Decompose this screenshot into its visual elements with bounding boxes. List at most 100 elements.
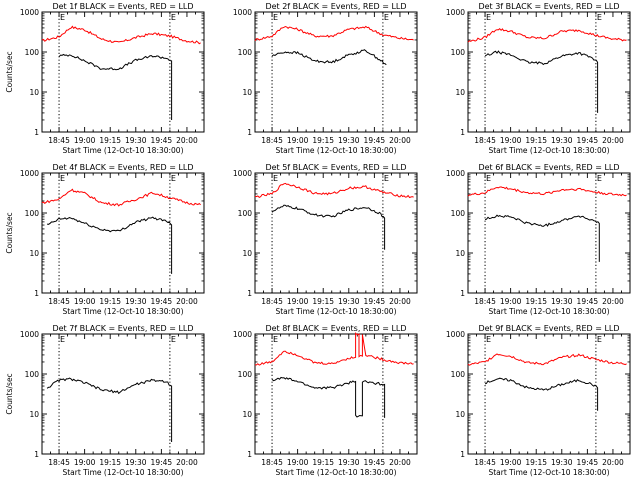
x-tick-label: 19:15 xyxy=(525,136,547,145)
series-events-line xyxy=(271,49,387,66)
chart-title: Det 7f BLACK = Events, RED = LLD xyxy=(52,324,193,333)
event-marker-label: E xyxy=(171,174,176,183)
x-tick-label: 20:00 xyxy=(602,136,624,145)
x-tick-label: 19:00 xyxy=(287,297,309,306)
y-axis-label: Counts/sec xyxy=(5,373,14,414)
event-marker-label: E xyxy=(60,335,65,344)
event-marker-label: E xyxy=(171,13,176,22)
chart-title: Det 4f BLACK = Events, RED = LLD xyxy=(52,163,193,172)
x-tick-label: 18:45 xyxy=(474,458,496,467)
event-marker-label: E xyxy=(384,13,389,22)
plot-frame xyxy=(467,172,631,294)
chart-panel-9: Det 9f BLACK = Events, RED = LLD 1 10 100 10… xyxy=(446,324,631,477)
x-axis-label: Start Time (12-Oct-10 18:30:00) xyxy=(488,146,609,155)
x-tick-label: 19:45 xyxy=(364,136,386,145)
x-tick-label: 19:30 xyxy=(125,297,147,306)
x-axis-label: Start Time (12-Oct-10 18:30:00) xyxy=(62,468,183,477)
y-tick-label: 100 xyxy=(238,48,253,57)
x-tick-label: 19:30 xyxy=(338,297,360,306)
x-tick-label: 19:30 xyxy=(551,297,573,306)
series-lld-line xyxy=(467,28,627,43)
x-tick-label: 18:45 xyxy=(48,458,70,467)
y-tick-label: 1 xyxy=(247,450,252,459)
event-marker-label: E xyxy=(273,174,278,183)
event-marker-label: E xyxy=(273,335,278,344)
chart-panel-8: Det 8f BLACK = Events, RED = LLD 1 10 100 10… xyxy=(233,324,418,477)
x-tick-label: 19:45 xyxy=(151,458,173,467)
x-tick-label: 18:45 xyxy=(48,136,70,145)
x-tick-label: 18:45 xyxy=(48,297,70,306)
x-tick-label: 19:45 xyxy=(577,297,599,306)
y-tick-label: 10 xyxy=(455,410,465,419)
x-tick-label: 19:15 xyxy=(312,297,334,306)
y-tick-label: 1000 xyxy=(233,8,252,17)
y-tick-label: 1000 xyxy=(446,169,465,178)
y-tick-label: 1 xyxy=(247,128,252,137)
series-events-line xyxy=(47,216,173,274)
x-tick-label: 19:15 xyxy=(525,297,547,306)
y-tick-label: 10 xyxy=(455,249,465,258)
y-tick-label: 100 xyxy=(451,370,466,379)
x-tick-label: 19:15 xyxy=(312,136,334,145)
x-axis-label: Start Time (12-Oct-10 18:30:00) xyxy=(62,307,183,316)
x-tick-label: 19:45 xyxy=(577,136,599,145)
chart-panel-5: Det 5f BLACK = Events, RED = LLD 1 10 100 10… xyxy=(233,163,418,316)
y-tick-label: 1000 xyxy=(233,330,252,339)
plot-frame xyxy=(254,172,418,294)
x-tick-label: 18:45 xyxy=(261,136,283,145)
series-lld-line xyxy=(41,188,201,207)
event-marker-label: E xyxy=(597,174,602,183)
y-tick-label: 100 xyxy=(238,209,253,218)
x-tick-label: 19:30 xyxy=(338,458,360,467)
y-tick-label: 1 xyxy=(460,128,465,137)
plot-frame xyxy=(467,333,631,455)
x-tick-label: 19:45 xyxy=(364,297,386,306)
y-tick-label: 1000 xyxy=(20,330,39,339)
x-tick-label: 19:15 xyxy=(99,136,121,145)
series-events-line xyxy=(271,376,386,418)
y-tick-label: 1 xyxy=(247,289,252,298)
y-tick-label: 1 xyxy=(460,450,465,459)
x-tick-label: 19:00 xyxy=(500,458,522,467)
event-marker-label: E xyxy=(60,174,65,183)
chart-title: Det 9f BLACK = Events, RED = LLD xyxy=(478,324,619,333)
x-axis-label: Start Time (12-Oct-10 18:30:00) xyxy=(275,146,396,155)
x-axis-label: Start Time (12-Oct-10 18:30:00) xyxy=(488,468,609,477)
y-tick-label: 10 xyxy=(455,88,465,97)
x-tick-label: 19:30 xyxy=(125,136,147,145)
y-tick-label: 100 xyxy=(451,209,466,218)
y-tick-label: 1 xyxy=(34,128,39,137)
x-tick-label: 19:45 xyxy=(151,136,173,145)
x-tick-label: 20:00 xyxy=(176,136,198,145)
x-tick-label: 20:00 xyxy=(602,458,624,467)
y-tick-label: 1000 xyxy=(20,169,39,178)
event-marker-label: E xyxy=(273,13,278,22)
y-tick-label: 10 xyxy=(29,410,39,419)
event-marker-label: E xyxy=(597,13,602,22)
y-tick-label: 10 xyxy=(29,249,39,258)
plot-frame xyxy=(254,11,418,133)
chart-title: Det 5f BLACK = Events, RED = LLD xyxy=(265,163,406,172)
x-tick-label: 20:00 xyxy=(389,458,411,467)
chart-panel-1: Det 1f BLACK = Events, RED = LLD 1 10 100 10… xyxy=(5,2,205,155)
chart-title: Det 8f BLACK = Events, RED = LLD xyxy=(265,324,406,333)
chart-title: Det 2f BLACK = Events, RED = LLD xyxy=(265,2,406,11)
series-events-line xyxy=(58,53,173,120)
x-axis-label: Start Time (12-Oct-10 18:30:00) xyxy=(275,468,396,477)
chart-title: Det 6f BLACK = Events, RED = LLD xyxy=(478,163,619,172)
series-events-line xyxy=(484,214,600,262)
x-tick-label: 19:45 xyxy=(577,458,599,467)
y-tick-label: 1000 xyxy=(446,8,465,17)
y-tick-label: 100 xyxy=(238,370,253,379)
x-tick-label: 19:30 xyxy=(338,136,360,145)
y-axis-label: Counts/sec xyxy=(5,51,14,92)
chart-panel-7: Det 7f BLACK = Events, RED = LLD 1 10 100 10… xyxy=(5,324,205,477)
event-marker-label: E xyxy=(597,335,602,344)
series-lld-line xyxy=(467,353,627,366)
y-tick-label: 1 xyxy=(34,450,39,459)
x-tick-label: 18:45 xyxy=(261,458,283,467)
series-events-line xyxy=(484,377,599,411)
x-tick-label: 19:15 xyxy=(525,458,547,467)
x-tick-label: 20:00 xyxy=(602,297,624,306)
event-marker-label: E xyxy=(384,174,389,183)
